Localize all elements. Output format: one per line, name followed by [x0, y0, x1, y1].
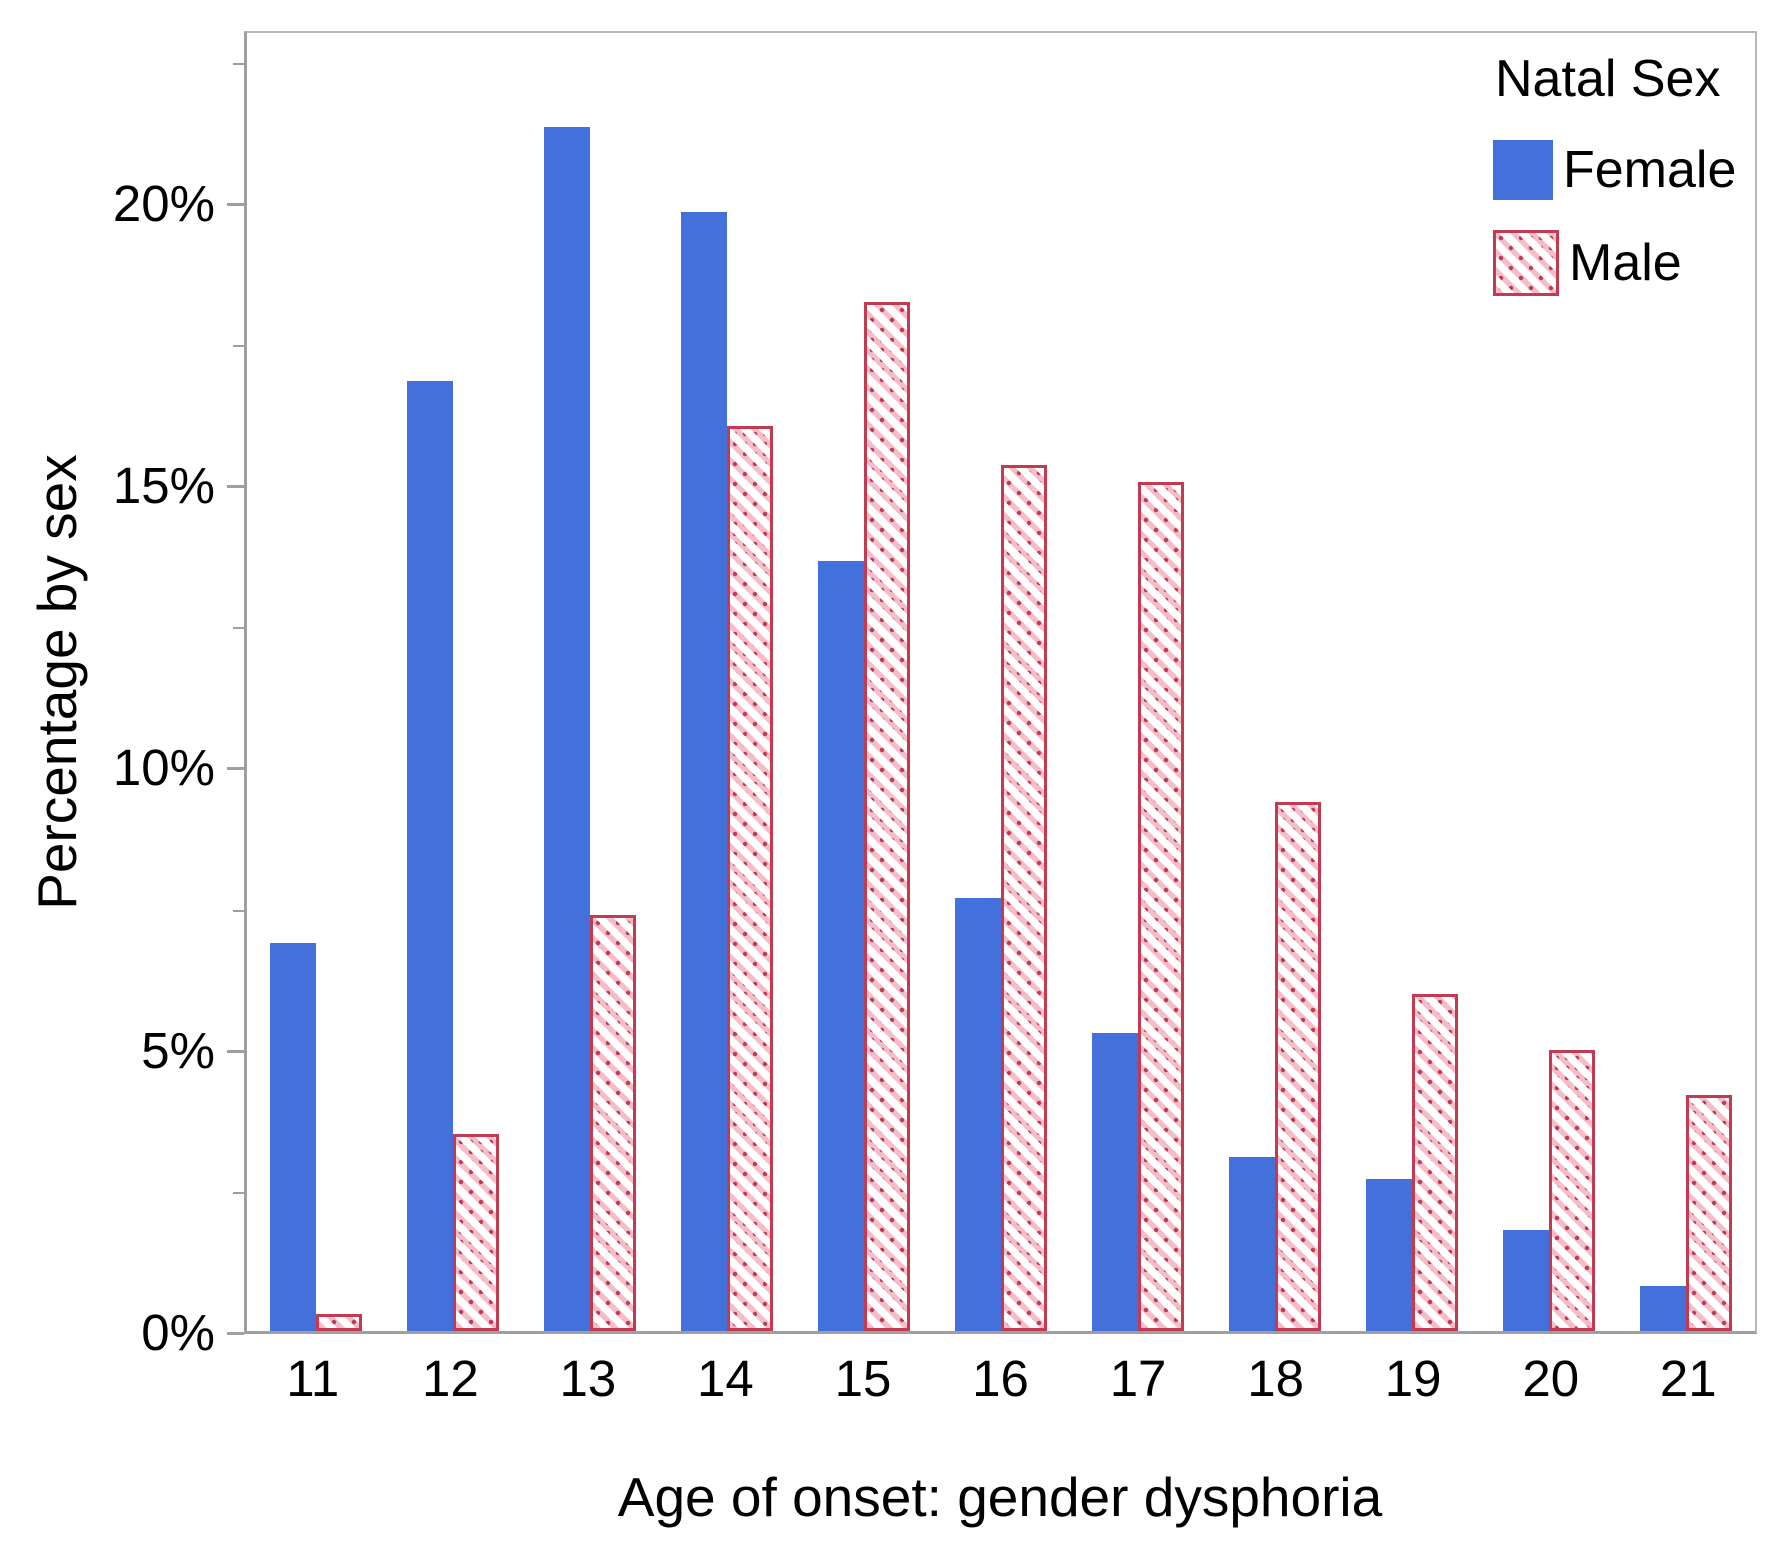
- bar-group-20: [1481, 33, 1618, 1331]
- bar-female-16: [955, 897, 1002, 1331]
- legend-title: Natal Sex: [1495, 50, 1721, 108]
- bar-female-13: [543, 127, 590, 1331]
- x-tick-label-21: 21: [1659, 1350, 1717, 1407]
- bar-group-11: [247, 33, 384, 1331]
- x-tick-label-12: 12: [421, 1350, 479, 1407]
- legend-item-female: Female: [1493, 140, 1736, 200]
- bar-female-20: [1503, 1229, 1550, 1331]
- bar-groups: [247, 33, 1755, 1331]
- bar-male-21: [1686, 1094, 1733, 1331]
- legend: Natal Sex Female Male: [1493, 48, 1736, 296]
- y-tick-major: [227, 202, 244, 206]
- y-tick-label: 15%: [112, 457, 215, 515]
- y-tick-label: 10%: [112, 739, 215, 797]
- y-tick-label: 0%: [141, 1304, 215, 1361]
- bar-group-12: [384, 33, 521, 1331]
- bar-group-21: [1618, 33, 1755, 1331]
- bar-male-20: [1549, 1049, 1596, 1331]
- y-tick-label: 20%: [112, 174, 215, 232]
- x-tick-label-13: 13: [559, 1350, 617, 1407]
- x-axis-tick-labels: 11 12 13 14 15 16 17 18 19 20 21: [244, 1352, 1757, 1406]
- legend-item-male: Male: [1493, 230, 1736, 296]
- bar-female-12: [406, 380, 453, 1331]
- x-tick-label-20: 20: [1522, 1350, 1580, 1407]
- x-tick-label-19: 19: [1384, 1350, 1442, 1407]
- bar-group-19: [1344, 33, 1481, 1331]
- legend-swatch-female-icon: [1493, 140, 1553, 200]
- bar-male-11: [315, 1314, 362, 1331]
- bar-male-13: [589, 914, 636, 1331]
- bar-group-17: [1070, 33, 1207, 1331]
- x-tick-label-14: 14: [697, 1350, 754, 1407]
- x-tick-label-17: 17: [1109, 1350, 1167, 1407]
- bar-female-17: [1092, 1032, 1139, 1331]
- legend-rows: Female Male: [1493, 140, 1736, 296]
- y-tick-major: [227, 485, 244, 489]
- bar-female-15: [817, 560, 864, 1331]
- bar-male-16: [1001, 464, 1048, 1331]
- legend-swatch-male-icon: [1493, 230, 1559, 296]
- x-tick-label-18: 18: [1247, 1350, 1304, 1407]
- y-tick-minor: [233, 62, 244, 65]
- y-tick-minor: [233, 345, 244, 348]
- bar-male-19: [1412, 993, 1459, 1331]
- y-tick-minor: [233, 1191, 244, 1194]
- bar-female-21: [1640, 1286, 1687, 1331]
- x-axis-title: Age of onset: gender dysphoria: [617, 1466, 1383, 1528]
- y-tick-minor: [233, 909, 244, 912]
- bar-group-13: [521, 33, 658, 1331]
- bar-male-12: [452, 1134, 499, 1331]
- y-tick-major: [227, 767, 244, 771]
- bar-group-14: [658, 33, 795, 1331]
- x-tick-label-16: 16: [972, 1350, 1029, 1407]
- y-axis-title: Percentage by sex: [26, 454, 88, 910]
- bar-female-18: [1229, 1156, 1276, 1331]
- bar-male-17: [1138, 481, 1185, 1331]
- y-tick-minor: [233, 627, 244, 630]
- bar-male-14: [726, 425, 773, 1331]
- bar-male-18: [1275, 802, 1322, 1331]
- legend-label-male: Male: [1569, 234, 1682, 292]
- bar-female-11: [269, 942, 316, 1331]
- x-tick-label-11: 11: [286, 1350, 340, 1407]
- y-tick-label: 5%: [141, 1021, 215, 1079]
- bar-female-14: [680, 211, 727, 1331]
- y-tick-major: [227, 1049, 244, 1053]
- legend-label-female: Female: [1563, 141, 1737, 199]
- bar-group-15: [795, 33, 932, 1331]
- bar-group-18: [1207, 33, 1344, 1331]
- plot-area: [244, 31, 1757, 1334]
- bar-female-19: [1366, 1179, 1413, 1331]
- bar-group-16: [932, 33, 1069, 1331]
- x-tick-label-15: 15: [834, 1350, 892, 1407]
- y-tick-major: [227, 1332, 244, 1335]
- bar-male-15: [863, 301, 910, 1331]
